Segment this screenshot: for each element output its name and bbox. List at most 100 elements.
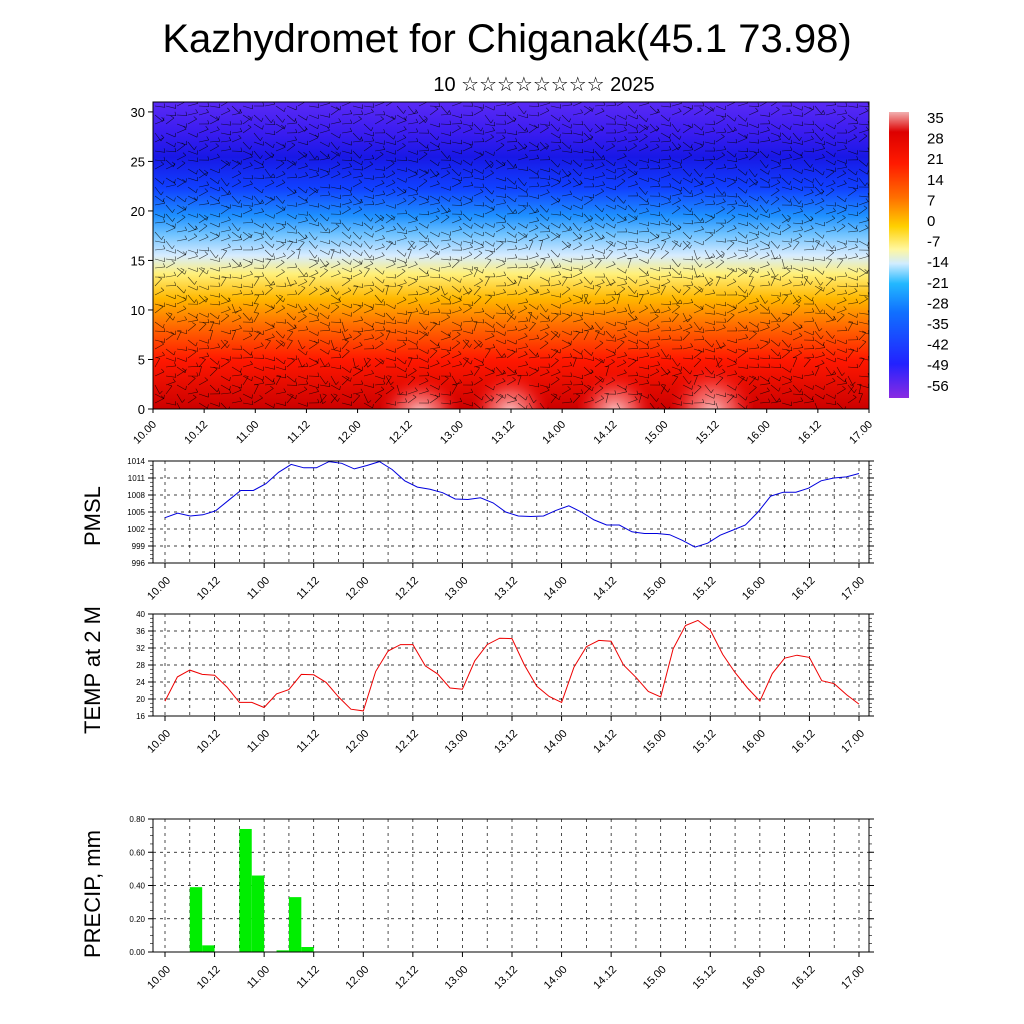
wind-barb-flag [546, 208, 549, 213]
precip-bar [202, 945, 215, 952]
wind-barb [264, 103, 275, 107]
wind-barb [451, 309, 462, 314]
wind-barb [154, 303, 165, 307]
wind-barb [847, 246, 858, 251]
wind-barb [781, 226, 791, 233]
wind-barb [473, 393, 483, 401]
wind-barb-flag [183, 289, 187, 294]
wind-barb [737, 267, 747, 274]
wind-barb-flag [624, 216, 627, 221]
wind-barb [418, 357, 429, 363]
wind-barb-flag [460, 139, 463, 144]
wind-barb [682, 302, 693, 305]
wind-barb [627, 276, 636, 284]
wind-barb-flag [548, 227, 551, 232]
wind-barb [792, 393, 803, 396]
wind-barb [627, 204, 636, 213]
wind-barb [429, 249, 439, 256]
wind-barb [737, 351, 747, 359]
wind-barb-flag [570, 340, 572, 345]
wind-barb-flag [218, 282, 221, 287]
wind-barb-flag [832, 287, 836, 291]
wind-barb [462, 231, 472, 238]
wind-barb [858, 384, 862, 395]
wind-barb-flag [677, 299, 681, 304]
colorbar-label: -21 [927, 275, 949, 292]
wind-barb-flag [623, 126, 627, 131]
wind-barb [275, 330, 284, 339]
wind-barb [616, 402, 621, 409]
wind-barb [253, 258, 264, 263]
wind-barb [858, 255, 869, 260]
wind-barb-flag [447, 333, 451, 338]
wind-barb [429, 375, 440, 381]
wind-barb-flag [225, 160, 230, 164]
wind-barb [407, 249, 412, 260]
wind-barb [396, 357, 406, 365]
wind-barb [803, 248, 814, 251]
wind-barb-flag [603, 273, 606, 278]
wind-barb [715, 136, 725, 143]
wind-barb-flag [511, 309, 515, 314]
wind-barb [330, 301, 341, 305]
wind-barb-flag [785, 313, 790, 316]
wind-barb [165, 258, 176, 261]
wind-barb-flag [689, 244, 692, 249]
y-tick-label: 32 [136, 644, 145, 653]
wind-barb [341, 173, 352, 179]
wind-barb [462, 185, 473, 188]
wind-barb [154, 330, 165, 332]
wind-barb [682, 242, 691, 251]
wind-barb-flag [546, 234, 550, 238]
wind-barb [352, 263, 363, 269]
wind-barb-flag [679, 325, 682, 329]
wind-barb-flag [482, 130, 485, 135]
wind-barb-flag [172, 316, 176, 321]
wind-barb [407, 339, 418, 345]
wind-barb-flag [624, 163, 628, 168]
wind-barb [737, 204, 748, 208]
wind-barb-flag [720, 250, 725, 254]
wind-barb-flag [185, 346, 188, 351]
wind-barb [528, 220, 539, 224]
wind-barb-flag [563, 276, 568, 278]
wind-barb-flag [570, 372, 573, 377]
wind-barb-flag [570, 148, 573, 153]
wind-barb [319, 329, 330, 332]
wind-barb-flag [427, 371, 430, 376]
wind-barb [407, 150, 418, 155]
wind-barb [550, 213, 561, 216]
wind-barb-flag [457, 179, 462, 183]
wind-barb-flag [306, 211, 309, 216]
wind-barb [176, 123, 187, 128]
wind-barb [605, 114, 616, 120]
wind-barb [187, 118, 197, 125]
wind-barb-flag [416, 354, 419, 359]
wind-barb [649, 222, 660, 226]
wind-barb-flag [272, 378, 275, 383]
wind-barb-flag [620, 339, 625, 343]
chart-title: Kazhydromet for Chiganak(45.1 73.98) [162, 17, 852, 61]
wind-barb-flag [852, 394, 857, 398]
wind-barb [836, 348, 847, 353]
wind-barb [814, 231, 823, 239]
wind-barb [638, 103, 649, 107]
wind-barb [473, 342, 482, 350]
wind-barb-flag [250, 360, 253, 365]
wind-barb-flag [701, 126, 704, 131]
wind-barb-flag [776, 398, 780, 403]
wind-barb [473, 222, 483, 229]
wind-barb [671, 306, 680, 314]
wind-barb [462, 273, 473, 278]
wind-barb [264, 375, 274, 383]
wind-barb [484, 105, 495, 111]
wind-barb [671, 294, 678, 304]
wind-barb [352, 118, 362, 125]
wind-barb-flag [382, 145, 386, 150]
wind-barb-flag [337, 270, 341, 274]
wind-barb [319, 321, 330, 327]
wind-barb [572, 177, 581, 186]
wind-barb-flag [182, 206, 186, 210]
wind-barb [693, 132, 704, 136]
wind-barb [616, 288, 626, 296]
